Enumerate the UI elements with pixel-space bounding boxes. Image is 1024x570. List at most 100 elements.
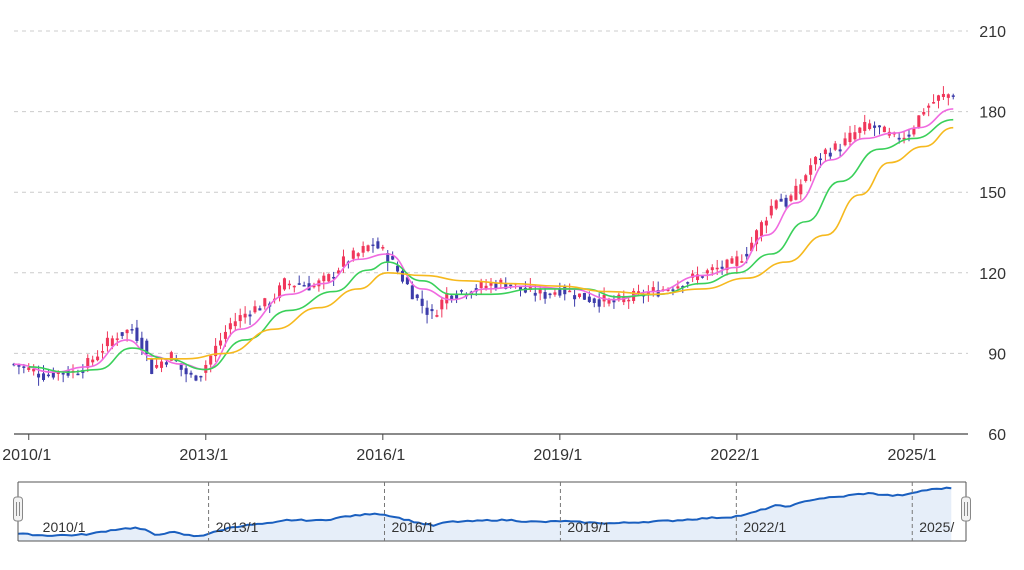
candle-up [927, 105, 931, 108]
candle-up [853, 132, 857, 140]
candle-up [696, 274, 700, 281]
candle-down [533, 292, 537, 296]
candle-down [656, 290, 660, 297]
candle-down [420, 298, 424, 306]
y-tick-label: 180 [979, 105, 1006, 122]
candle-up [223, 331, 227, 339]
candle-down [199, 375, 203, 378]
candle-down [455, 294, 459, 299]
candle-up [479, 281, 483, 288]
candle-up [691, 273, 695, 278]
candle-up [735, 256, 739, 266]
candle-down [145, 340, 149, 354]
candle-up [833, 143, 837, 150]
candle-up [528, 286, 532, 291]
candle-down [907, 134, 911, 137]
y-tick-label: 60 [988, 427, 1006, 444]
candle-up [814, 156, 818, 165]
candle-up [676, 286, 680, 289]
candle-down [745, 253, 749, 257]
candle-down [297, 283, 301, 285]
candle-up [86, 358, 90, 368]
candle-up [848, 132, 852, 143]
candle-up [214, 345, 218, 357]
candle-up [356, 253, 360, 257]
candle-down [509, 284, 513, 287]
candle-up [941, 93, 945, 97]
navigator-left-handle-body[interactable] [13, 496, 23, 522]
candle-down [376, 241, 380, 249]
candle-up [740, 261, 744, 263]
candle-up [287, 283, 291, 286]
x-tick-label: 2025/1 [887, 447, 936, 464]
candle-down [396, 265, 400, 272]
candle-up [946, 94, 950, 98]
x-tick-label: 2013/1 [179, 447, 228, 464]
candle-up [902, 137, 906, 140]
candle-down [51, 371, 55, 378]
candle-up [809, 165, 813, 175]
candle-up [936, 95, 941, 101]
candle-up [337, 270, 341, 274]
candle-up [435, 315, 439, 317]
candle-down [61, 373, 65, 375]
candle-down [179, 363, 183, 370]
candle-up [263, 298, 267, 307]
candle-down [130, 329, 134, 331]
candle-down [386, 252, 390, 263]
candle-up [774, 200, 778, 209]
candle-up [381, 246, 385, 249]
navigator-right-handle[interactable] [961, 496, 971, 522]
candle-up [568, 290, 572, 293]
candle-up [312, 285, 316, 288]
candle-down [37, 373, 41, 378]
candle-down [597, 299, 601, 307]
candle-up [622, 297, 626, 303]
candle-down [450, 295, 454, 300]
candle-down [164, 362, 168, 365]
candle-up [100, 351, 105, 353]
candle-up [705, 270, 709, 274]
candle-up [912, 128, 916, 135]
candle-up [243, 313, 247, 318]
candle-down [17, 364, 21, 367]
candle-up [922, 111, 926, 115]
candle-up [341, 256, 345, 267]
candle-up [715, 267, 719, 270]
candle-up [858, 127, 862, 133]
candle-up [637, 291, 641, 295]
candle-down [700, 276, 704, 278]
candle-down [582, 292, 586, 300]
candle-up [169, 352, 173, 361]
candle-up [282, 278, 286, 290]
candle-up [155, 364, 159, 368]
candle-down [22, 366, 26, 368]
navigator-left-handle[interactable] [13, 496, 23, 522]
moving-average-line-1 [13, 108, 954, 374]
candle-down [543, 292, 547, 299]
candle-up [322, 275, 326, 282]
candle-up [489, 281, 493, 286]
navigator-tick-label: 2013/1 [216, 519, 259, 535]
candle-down [563, 286, 567, 295]
candle-down [135, 327, 139, 341]
candle-up [769, 205, 773, 216]
candle-up [366, 245, 370, 252]
candle-down [76, 373, 80, 376]
candle-up [794, 185, 798, 200]
candle-up [96, 356, 100, 361]
candle-down [415, 294, 419, 299]
candle-layer [12, 86, 955, 386]
candle-down [430, 309, 434, 312]
navigator-right-handle-body[interactable] [961, 496, 971, 522]
candle-down [248, 314, 252, 317]
candle-up [868, 123, 872, 130]
candle-up [932, 102, 936, 104]
candle-down [459, 290, 464, 292]
y-tick-label: 120 [979, 266, 1006, 283]
range-navigator[interactable]: 2010/1 2013/1 2016/1 2019/1 2022/1 2025/ [13, 481, 971, 542]
candle-down [302, 285, 306, 287]
candle-down [405, 277, 409, 285]
candle-up [627, 299, 631, 302]
